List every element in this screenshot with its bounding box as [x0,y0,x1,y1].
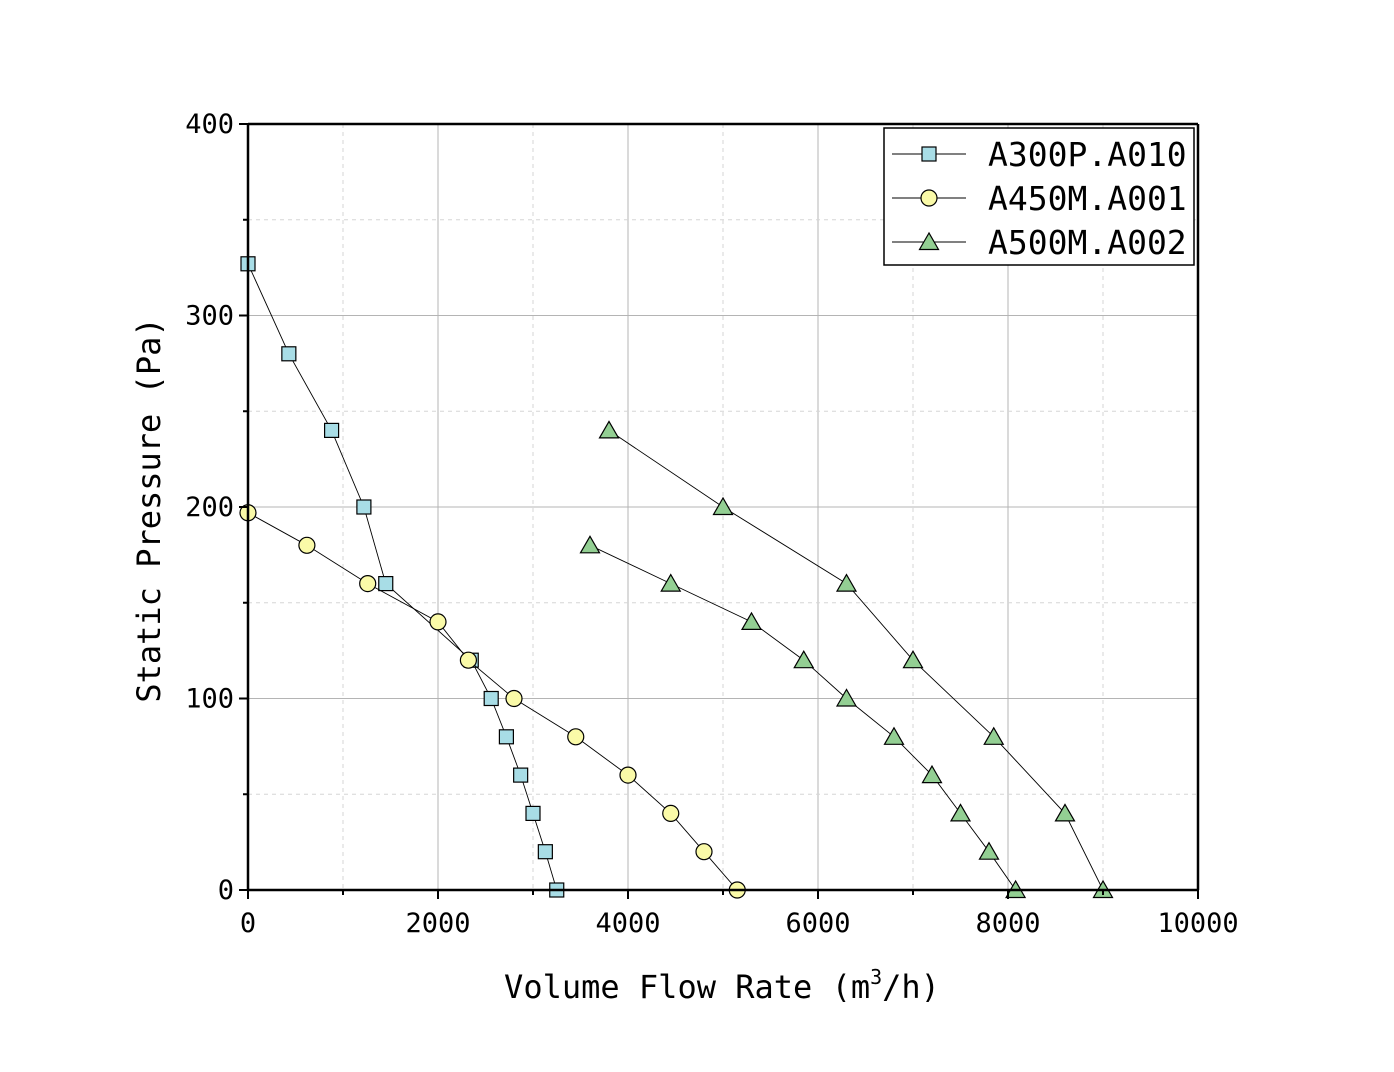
data-point [567,728,585,746]
data-point [513,767,529,783]
series-line [608,430,1104,891]
series-2 [239,504,746,899]
data-point [949,803,972,822]
legend-label: A450M.A001 [988,179,1187,218]
data-point [537,844,553,860]
data-point [359,574,377,593]
data-point [525,805,541,822]
data-point [598,420,620,439]
data-point [662,804,680,823]
data-point [498,729,514,745]
data-point [459,651,477,669]
data-point [579,535,601,554]
legend-marker [920,189,938,207]
axes [239,122,1200,899]
data-point [324,422,340,438]
data-point [429,613,447,631]
data-point [298,536,316,554]
legend-label: A300P.A010 [988,135,1187,174]
series-layer [239,256,1114,899]
data-point [835,688,858,707]
x-tick-label: 4000 [595,908,660,939]
y-tick-label: 200 [185,492,234,523]
x-axis-title: Volume Flow Rate (m3/h) [504,965,940,1006]
data-point [619,766,637,784]
x-tick-label: 10000 [1157,908,1238,939]
data-point [378,575,394,592]
data-point [660,573,682,592]
series-line [589,544,1016,891]
data-point [902,649,924,669]
legend-item: A500M.A002 [892,223,1187,262]
data-point [356,499,372,515]
data-point [978,841,1000,860]
y-tick-label: 400 [185,109,234,140]
data-point [1054,803,1076,822]
x-tick-label: 8000 [975,908,1040,939]
legend-marker [918,231,940,251]
data-point [505,689,523,708]
tick-labels: 0 2000 4000 6000 8000 10000 0 100 200 300 400 [185,109,1238,939]
x-tick-label: 2000 [405,908,470,939]
data-point [695,843,713,861]
x-tick-label: 0 [240,908,256,939]
data-point [983,726,1005,745]
x-tick-label: 6000 [785,908,850,939]
data-point [740,611,763,631]
legend: A300P.A010 A450M.A001 A500M.A002 [883,127,1195,266]
data-point [835,573,858,592]
y-tick-label: 300 [185,301,234,332]
y-axis-title: Static Pressure (Pa) [130,317,168,702]
data-point [883,726,905,745]
data-point [281,346,297,362]
legend-item: A450M.A001 [892,179,1187,218]
y-tick-label: 0 [218,875,234,906]
y-tick-label: 100 [185,684,234,715]
data-point [712,496,734,516]
data-point [921,764,943,784]
legend-label: A500M.A002 [988,223,1187,262]
legend-item: A300P.A010 [892,135,1187,174]
series-1 [240,256,565,898]
series-3 [598,420,1114,899]
data-point [483,690,499,707]
series-4 [579,535,1027,899]
legend-marker [921,146,937,162]
data-point [793,649,815,669]
